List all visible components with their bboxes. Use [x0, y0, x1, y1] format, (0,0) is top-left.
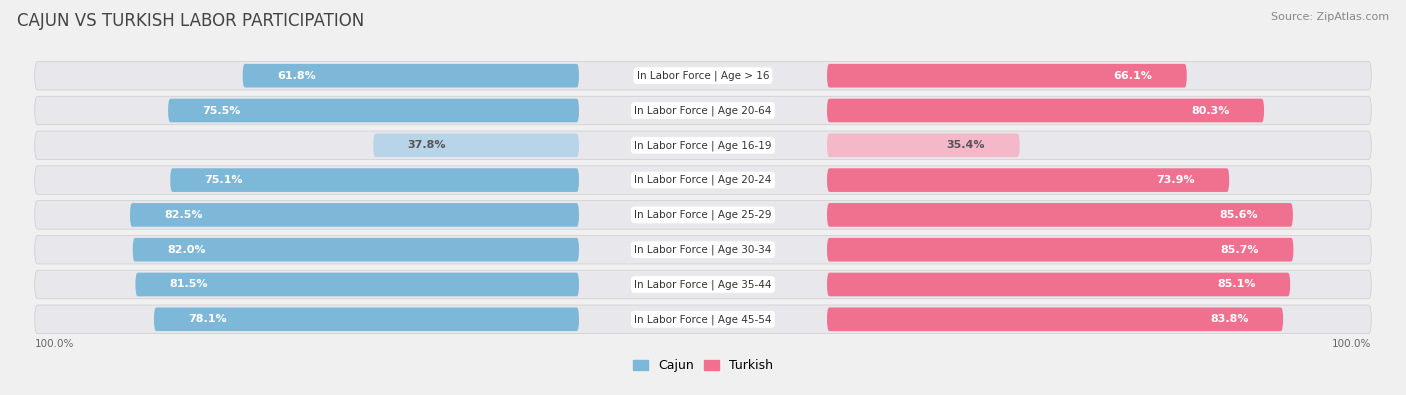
Text: In Labor Force | Age 25-29: In Labor Force | Age 25-29 — [634, 210, 772, 220]
Text: 75.1%: 75.1% — [205, 175, 243, 185]
Text: CAJUN VS TURKISH LABOR PARTICIPATION: CAJUN VS TURKISH LABOR PARTICIPATION — [17, 12, 364, 30]
FancyBboxPatch shape — [132, 238, 579, 261]
FancyBboxPatch shape — [35, 305, 1371, 333]
Text: 61.8%: 61.8% — [277, 71, 316, 81]
FancyBboxPatch shape — [827, 307, 1284, 331]
Text: 75.5%: 75.5% — [202, 105, 240, 115]
FancyBboxPatch shape — [827, 238, 1294, 261]
Text: 66.1%: 66.1% — [1114, 71, 1153, 81]
Text: 85.1%: 85.1% — [1218, 280, 1256, 290]
Text: In Labor Force | Age 35-44: In Labor Force | Age 35-44 — [634, 279, 772, 290]
Text: 85.7%: 85.7% — [1220, 245, 1258, 255]
FancyBboxPatch shape — [827, 273, 1291, 296]
FancyBboxPatch shape — [129, 203, 579, 227]
FancyBboxPatch shape — [169, 99, 579, 122]
Text: 73.9%: 73.9% — [1156, 175, 1195, 185]
Text: In Labor Force | Age 16-19: In Labor Force | Age 16-19 — [634, 140, 772, 150]
Text: In Labor Force | Age > 16: In Labor Force | Age > 16 — [637, 70, 769, 81]
FancyBboxPatch shape — [373, 134, 579, 157]
FancyBboxPatch shape — [170, 168, 579, 192]
FancyBboxPatch shape — [35, 62, 1371, 90]
Text: 35.4%: 35.4% — [946, 140, 986, 150]
FancyBboxPatch shape — [827, 99, 1264, 122]
Text: 100.0%: 100.0% — [1331, 339, 1371, 349]
Text: 81.5%: 81.5% — [170, 280, 208, 290]
FancyBboxPatch shape — [35, 270, 1371, 299]
FancyBboxPatch shape — [827, 64, 1187, 88]
Text: In Labor Force | Age 45-54: In Labor Force | Age 45-54 — [634, 314, 772, 325]
Text: 100.0%: 100.0% — [35, 339, 75, 349]
FancyBboxPatch shape — [35, 235, 1371, 264]
FancyBboxPatch shape — [35, 96, 1371, 125]
FancyBboxPatch shape — [243, 64, 579, 88]
Text: In Labor Force | Age 20-64: In Labor Force | Age 20-64 — [634, 105, 772, 116]
FancyBboxPatch shape — [153, 307, 579, 331]
FancyBboxPatch shape — [35, 131, 1371, 160]
Text: 37.8%: 37.8% — [408, 140, 446, 150]
Text: In Labor Force | Age 20-24: In Labor Force | Age 20-24 — [634, 175, 772, 185]
Text: In Labor Force | Age 30-34: In Labor Force | Age 30-34 — [634, 245, 772, 255]
FancyBboxPatch shape — [827, 134, 1019, 157]
Text: 82.5%: 82.5% — [165, 210, 202, 220]
FancyBboxPatch shape — [827, 203, 1294, 227]
Text: 80.3%: 80.3% — [1191, 105, 1230, 115]
Text: 85.6%: 85.6% — [1220, 210, 1258, 220]
FancyBboxPatch shape — [135, 273, 579, 296]
Legend: Cajun, Turkish: Cajun, Turkish — [633, 359, 773, 372]
Text: Source: ZipAtlas.com: Source: ZipAtlas.com — [1271, 12, 1389, 22]
Text: 83.8%: 83.8% — [1211, 314, 1249, 324]
FancyBboxPatch shape — [827, 168, 1229, 192]
Text: 82.0%: 82.0% — [167, 245, 205, 255]
FancyBboxPatch shape — [35, 201, 1371, 229]
Text: 78.1%: 78.1% — [188, 314, 226, 324]
FancyBboxPatch shape — [35, 166, 1371, 194]
